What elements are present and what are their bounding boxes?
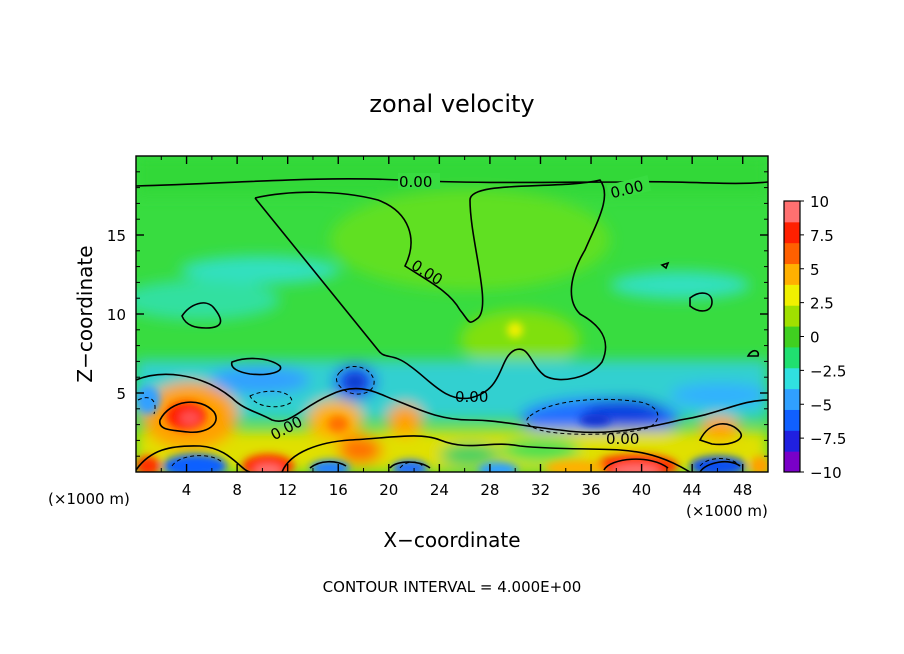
colorbar-segment [784, 242, 800, 265]
colorbar-segment [784, 326, 800, 348]
colorbar-segment [784, 305, 800, 327]
plot-area [136, 156, 768, 472]
colorbar-segment [784, 284, 800, 306]
colorbar: 10 7.5 5 2.5 0 −2.5 −5 −7.5 −10 [783, 193, 846, 482]
y-tick-label: 5 [116, 385, 126, 403]
colorbar-segment [784, 451, 800, 473]
contour-lines-negative [137, 365, 741, 469]
colorbar-tick-label: 0 [810, 329, 820, 347]
colorbar-segment [784, 201, 800, 223]
x-unit-left: (×1000 m) [48, 490, 130, 508]
contour-label: 0.00 [455, 388, 488, 406]
x-tick-label: 20 [379, 481, 398, 499]
contour-lines [136, 178, 768, 472]
colorbar-tick-label: 5 [810, 261, 820, 279]
x-tick-label: 36 [581, 481, 600, 499]
contour-interval-note: CONTOUR INTERVAL = 4.000E+00 [323, 578, 582, 596]
x-tick-label: 32 [531, 481, 550, 499]
colorbar-segment [784, 346, 800, 369]
x-tick-label: 4 [182, 481, 192, 499]
colorbar-segment [784, 221, 800, 244]
colorbar-segment [784, 263, 800, 285]
y-tick-label: 15 [107, 227, 126, 245]
x-tick-label: 44 [683, 481, 702, 499]
x-axis: 4 8 12 16 20 24 28 32 36 40 44 48 [160, 156, 752, 499]
x-tick-label: 12 [278, 481, 297, 499]
chart-title: zonal velocity [369, 90, 534, 118]
colorbar-tick-label: −7.5 [810, 430, 846, 448]
x-axis-title: X−coordinate [383, 528, 520, 552]
contour-label: 0.00 [606, 430, 639, 448]
colorbar-segment [784, 388, 800, 410]
y-axis-title: Z−coordinate [73, 245, 97, 382]
colorbar-segment [784, 367, 800, 390]
y-axis: 5 10 15 [107, 171, 768, 457]
contour-label: 0.00 [399, 173, 432, 191]
y-tick-label: 10 [107, 306, 126, 324]
x-tick-label: 16 [329, 481, 348, 499]
colorbar-tick-label: 2.5 [810, 295, 834, 313]
colorbar-segment [784, 409, 800, 431]
x-tick-label: 24 [430, 481, 449, 499]
x-tick-label: 48 [733, 481, 752, 499]
x-tick-label: 40 [632, 481, 651, 499]
x-tick-label: 28 [480, 481, 499, 499]
x-tick-label: 8 [232, 481, 242, 499]
colorbar-tick-label: −2.5 [810, 362, 846, 380]
colorbar-tick-label: −5 [810, 396, 832, 414]
colorbar-tick-label: 7.5 [810, 227, 834, 245]
colorbar-tick-label: −10 [810, 464, 842, 482]
colorbar-tick-label: 10 [810, 193, 829, 211]
contour-labels: 0.00 0.00 0.00 0.00 0.00 0.00 [268, 173, 652, 448]
colorbar-segment [784, 430, 800, 452]
x-unit-right: (×1000 m) [686, 502, 768, 520]
